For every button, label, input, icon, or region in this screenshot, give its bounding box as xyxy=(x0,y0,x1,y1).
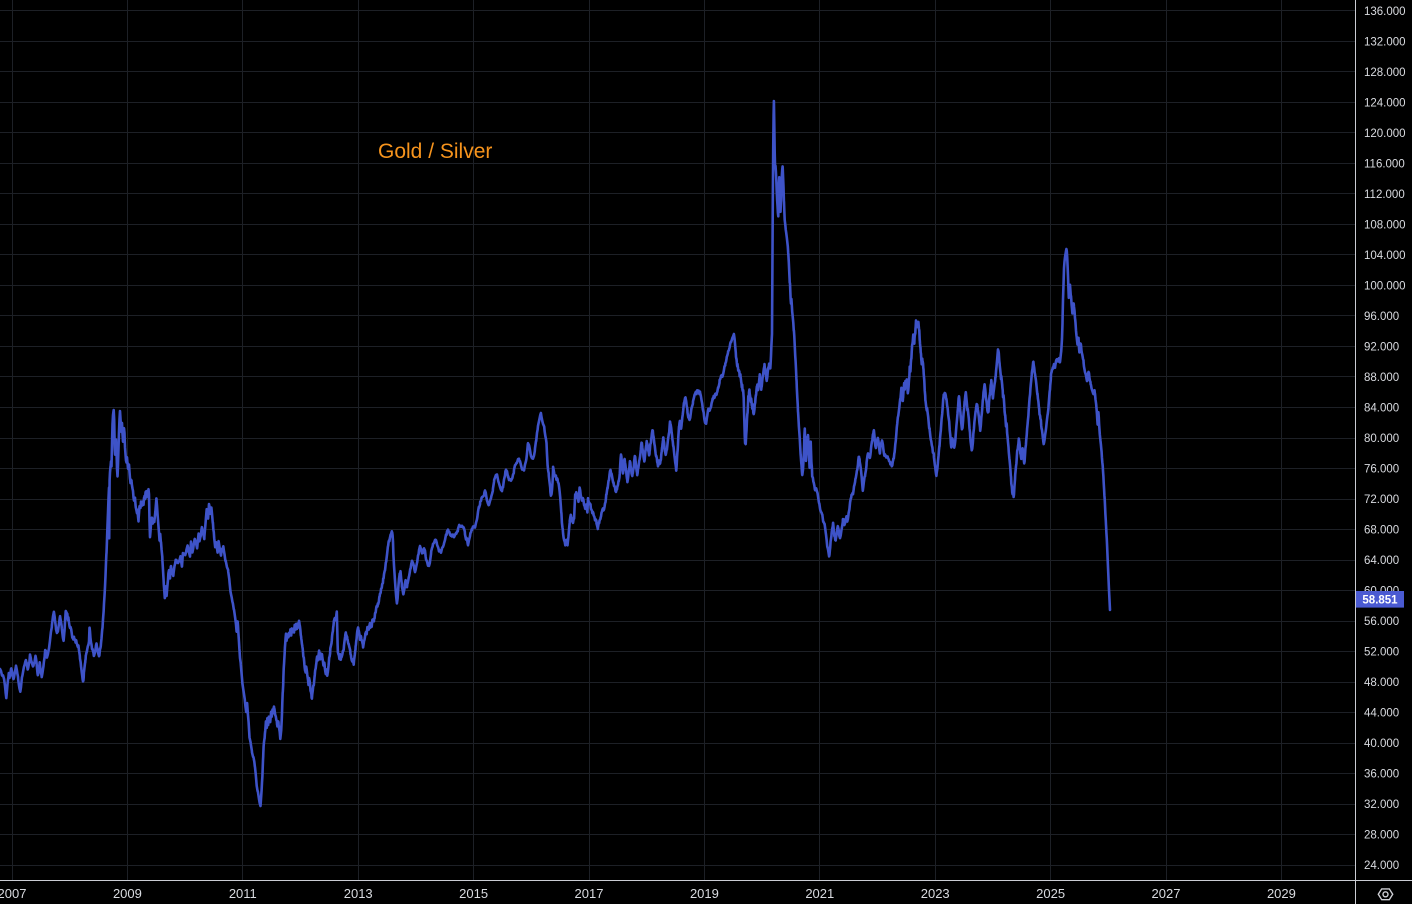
svg-text:58.851: 58.851 xyxy=(1362,594,1398,606)
svg-text:Gold / Silver: Gold / Silver xyxy=(378,140,492,163)
svg-text:72.000: 72.000 xyxy=(1364,494,1399,506)
svg-text:2009: 2009 xyxy=(113,886,142,901)
svg-text:28.000: 28.000 xyxy=(1364,830,1399,842)
svg-text:2019: 2019 xyxy=(690,886,719,901)
svg-text:2023: 2023 xyxy=(921,886,950,901)
svg-text:76.000: 76.000 xyxy=(1364,464,1399,476)
svg-text:40.000: 40.000 xyxy=(1364,738,1399,750)
svg-text:88.000: 88.000 xyxy=(1364,372,1399,384)
svg-text:24.000: 24.000 xyxy=(1364,860,1399,872)
svg-text:124.000: 124.000 xyxy=(1364,97,1406,109)
svg-text:100.000: 100.000 xyxy=(1364,281,1406,293)
svg-text:2025: 2025 xyxy=(1036,886,1065,901)
svg-text:2021: 2021 xyxy=(805,886,834,901)
svg-text:36.000: 36.000 xyxy=(1364,769,1399,781)
svg-text:2013: 2013 xyxy=(344,886,373,901)
svg-text:44.000: 44.000 xyxy=(1364,708,1399,720)
svg-text:132.000: 132.000 xyxy=(1364,36,1406,48)
svg-text:32.000: 32.000 xyxy=(1364,799,1399,811)
svg-text:52.000: 52.000 xyxy=(1364,647,1399,659)
svg-text:128.000: 128.000 xyxy=(1364,67,1406,79)
svg-text:136.000: 136.000 xyxy=(1364,6,1406,18)
svg-text:68.000: 68.000 xyxy=(1364,525,1399,537)
svg-text:120.000: 120.000 xyxy=(1364,128,1406,140)
svg-text:2011: 2011 xyxy=(229,886,257,901)
svg-text:2017: 2017 xyxy=(575,886,604,901)
svg-text:80.000: 80.000 xyxy=(1364,433,1399,445)
svg-text:112.000: 112.000 xyxy=(1364,189,1405,201)
svg-text:48.000: 48.000 xyxy=(1364,677,1399,689)
svg-text:64.000: 64.000 xyxy=(1364,555,1399,567)
svg-text:2027: 2027 xyxy=(1152,886,1181,901)
svg-text:104.000: 104.000 xyxy=(1364,250,1406,262)
svg-text:2029: 2029 xyxy=(1267,886,1296,901)
svg-text:108.000: 108.000 xyxy=(1364,219,1406,231)
svg-text:2015: 2015 xyxy=(459,886,488,901)
svg-text:92.000: 92.000 xyxy=(1364,342,1399,354)
svg-text:56.000: 56.000 xyxy=(1364,616,1399,628)
svg-text:96.000: 96.000 xyxy=(1364,311,1399,323)
svg-text:2007: 2007 xyxy=(0,886,26,901)
svg-text:116.000: 116.000 xyxy=(1364,158,1405,170)
svg-text:84.000: 84.000 xyxy=(1364,403,1399,415)
